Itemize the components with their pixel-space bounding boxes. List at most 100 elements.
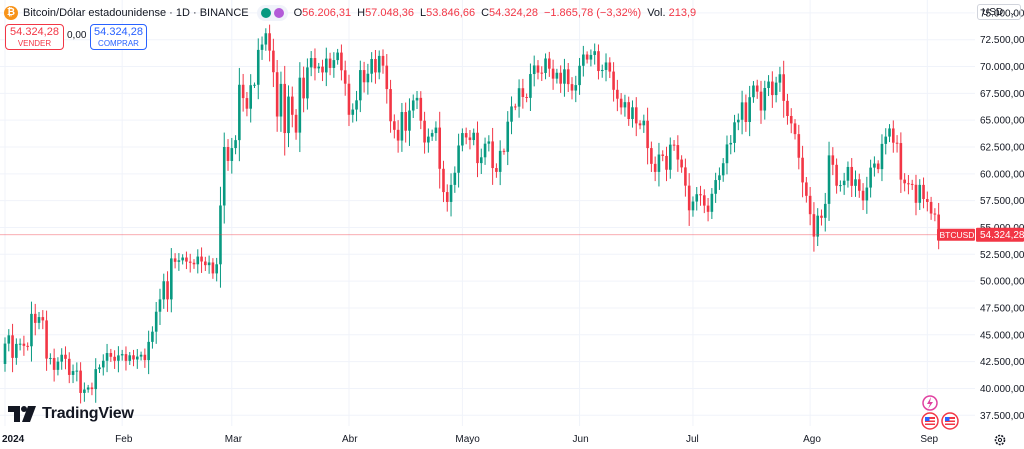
symbol-tag: BTCUSD: [940, 230, 975, 240]
candle-body: [45, 320, 48, 359]
candle-body: [548, 58, 551, 69]
candle-body: [170, 258, 173, 300]
candle-body: [317, 66, 321, 69]
candle-body: [173, 258, 177, 262]
time-axis: 2024 Feb Mar Abr Mayo Jun Jul Ago Sep: [2, 434, 939, 445]
candle-body: [680, 159, 683, 168]
candle-body: [529, 74, 532, 98]
candle-body: [479, 157, 483, 164]
settings-gear-icon[interactable]: [994, 434, 1006, 446]
candle-body: [922, 184, 925, 200]
candle-body: [151, 331, 154, 342]
candle-body: [332, 60, 336, 68]
candle-body: [718, 175, 721, 181]
candle-body: [612, 71, 615, 90]
candle-body: [895, 142, 899, 144]
lightning-icon-bolt: [927, 397, 933, 409]
y-tick-label: 67.500,00: [980, 89, 1024, 100]
tradingview-logo[interactable]: TradingView: [8, 405, 134, 423]
y-tick-label: 60.000,00: [980, 169, 1024, 180]
candle-body: [256, 49, 260, 85]
candle-body: [423, 120, 426, 143]
candle-body: [566, 69, 570, 85]
candle-body: [578, 65, 581, 86]
y-tick-label: 72.500,00: [980, 35, 1024, 46]
symbol-title[interactable]: Bitcoin/Dólar estadounidense · 1D · BINA…: [23, 7, 249, 19]
buy-button[interactable]: 54.324,28 COMPRAR: [90, 24, 147, 50]
candle-body: [196, 256, 200, 265]
candle-body: [876, 163, 880, 170]
candle-body: [888, 128, 891, 137]
candle-body: [880, 143, 884, 170]
candle-body: [631, 107, 634, 120]
candle-body: [30, 313, 33, 347]
candle-body: [786, 100, 789, 116]
candle-body: [634, 107, 638, 124]
candle-body: [408, 110, 411, 131]
candle-body: [230, 148, 234, 161]
share-icon[interactable]: [256, 5, 288, 21]
candle-body: [260, 44, 264, 50]
candle-body: [128, 355, 132, 361]
candle-body: [555, 72, 559, 79]
candle-body: [789, 115, 793, 124]
candle-body: [755, 85, 759, 92]
candle-body: [854, 179, 857, 186]
candle-body: [393, 121, 396, 130]
candle-body: [355, 100, 358, 110]
candle-body: [309, 58, 313, 68]
candle-body: [778, 74, 782, 83]
candle-body: [268, 33, 271, 51]
candle-body: [710, 193, 714, 212]
candle-body: [453, 172, 457, 185]
candle-body: [306, 67, 309, 99]
candle-body: [816, 215, 819, 237]
candle-body: [767, 81, 770, 88]
candle-body: [56, 361, 60, 370]
candle-body: [892, 128, 895, 143]
candle-body: [226, 147, 230, 161]
candle-body: [759, 91, 763, 111]
candle-body: [476, 132, 479, 164]
candle-body: [411, 100, 415, 111]
candle-body: [94, 369, 98, 390]
candle-body: [846, 166, 850, 181]
candle-body: [362, 70, 366, 83]
candle-body: [593, 51, 596, 55]
ohlc-low: L53.846,66: [420, 7, 476, 19]
ohlc-open: O56.206,31: [293, 7, 352, 19]
candle-body: [192, 262, 196, 265]
y-tick-label: 42.500,00: [980, 357, 1024, 368]
candle-body: [638, 123, 642, 126]
candle-body: [245, 98, 249, 109]
y-tick-label: 57.500,00: [980, 196, 1024, 207]
candle-body: [570, 84, 574, 91]
candle-body: [75, 370, 79, 372]
ohlc-close: C54.324,28: [481, 7, 538, 19]
candle-body: [721, 163, 725, 176]
candle-body: [381, 55, 385, 66]
candle-body: [861, 190, 865, 201]
candle-body: [510, 106, 513, 122]
candle-body: [238, 84, 241, 141]
candle-body: [400, 112, 404, 141]
candle-body: [865, 187, 869, 201]
candle-body: [884, 136, 888, 144]
candle-body: [105, 353, 109, 361]
candle-body: [98, 367, 101, 370]
sell-button[interactable]: 54.324,28 VENDER: [5, 24, 64, 50]
spread-value: 0,00: [67, 30, 87, 41]
candle-body: [517, 88, 521, 107]
candle-body: [793, 123, 797, 135]
candle-body: [540, 72, 544, 74]
candle-body: [910, 183, 914, 185]
candle-body: [340, 52, 343, 71]
candle-body: [33, 313, 37, 323]
ohlc-high: H57.048,36: [357, 7, 414, 19]
currency-select[interactable]: USD ⌄: [977, 4, 1021, 20]
candle-body: [404, 112, 407, 131]
candles: [3, 24, 940, 404]
candle-body: [744, 102, 748, 123]
